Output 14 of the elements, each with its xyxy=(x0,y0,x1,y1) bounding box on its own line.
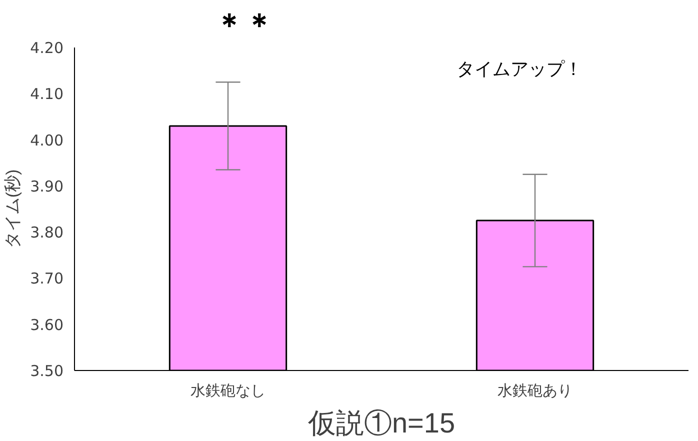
x-tick-label: 水鉄砲あり xyxy=(498,382,572,400)
y-tick-label: 4.00 xyxy=(30,131,64,150)
x-axis-title: 仮説①n=15 xyxy=(306,408,456,438)
y-tick-label: 4.20 xyxy=(30,39,64,57)
y-axis-title: タイム(秒) xyxy=(3,169,22,249)
y-tick-label: 3.50 xyxy=(30,362,64,380)
y-tick-label: 3.70 xyxy=(30,270,64,288)
y-tick-label: 3.60 xyxy=(30,316,64,334)
x-tick-label: 水鉄砲なし xyxy=(190,382,266,400)
y-tick-label: 3.90 xyxy=(30,177,64,196)
y-tick-label: 4.10 xyxy=(30,85,64,104)
y-tick-label: 3.80 xyxy=(30,224,64,242)
annotation: タイムアップ！ xyxy=(456,58,583,80)
text: ＊＊ xyxy=(214,8,274,42)
